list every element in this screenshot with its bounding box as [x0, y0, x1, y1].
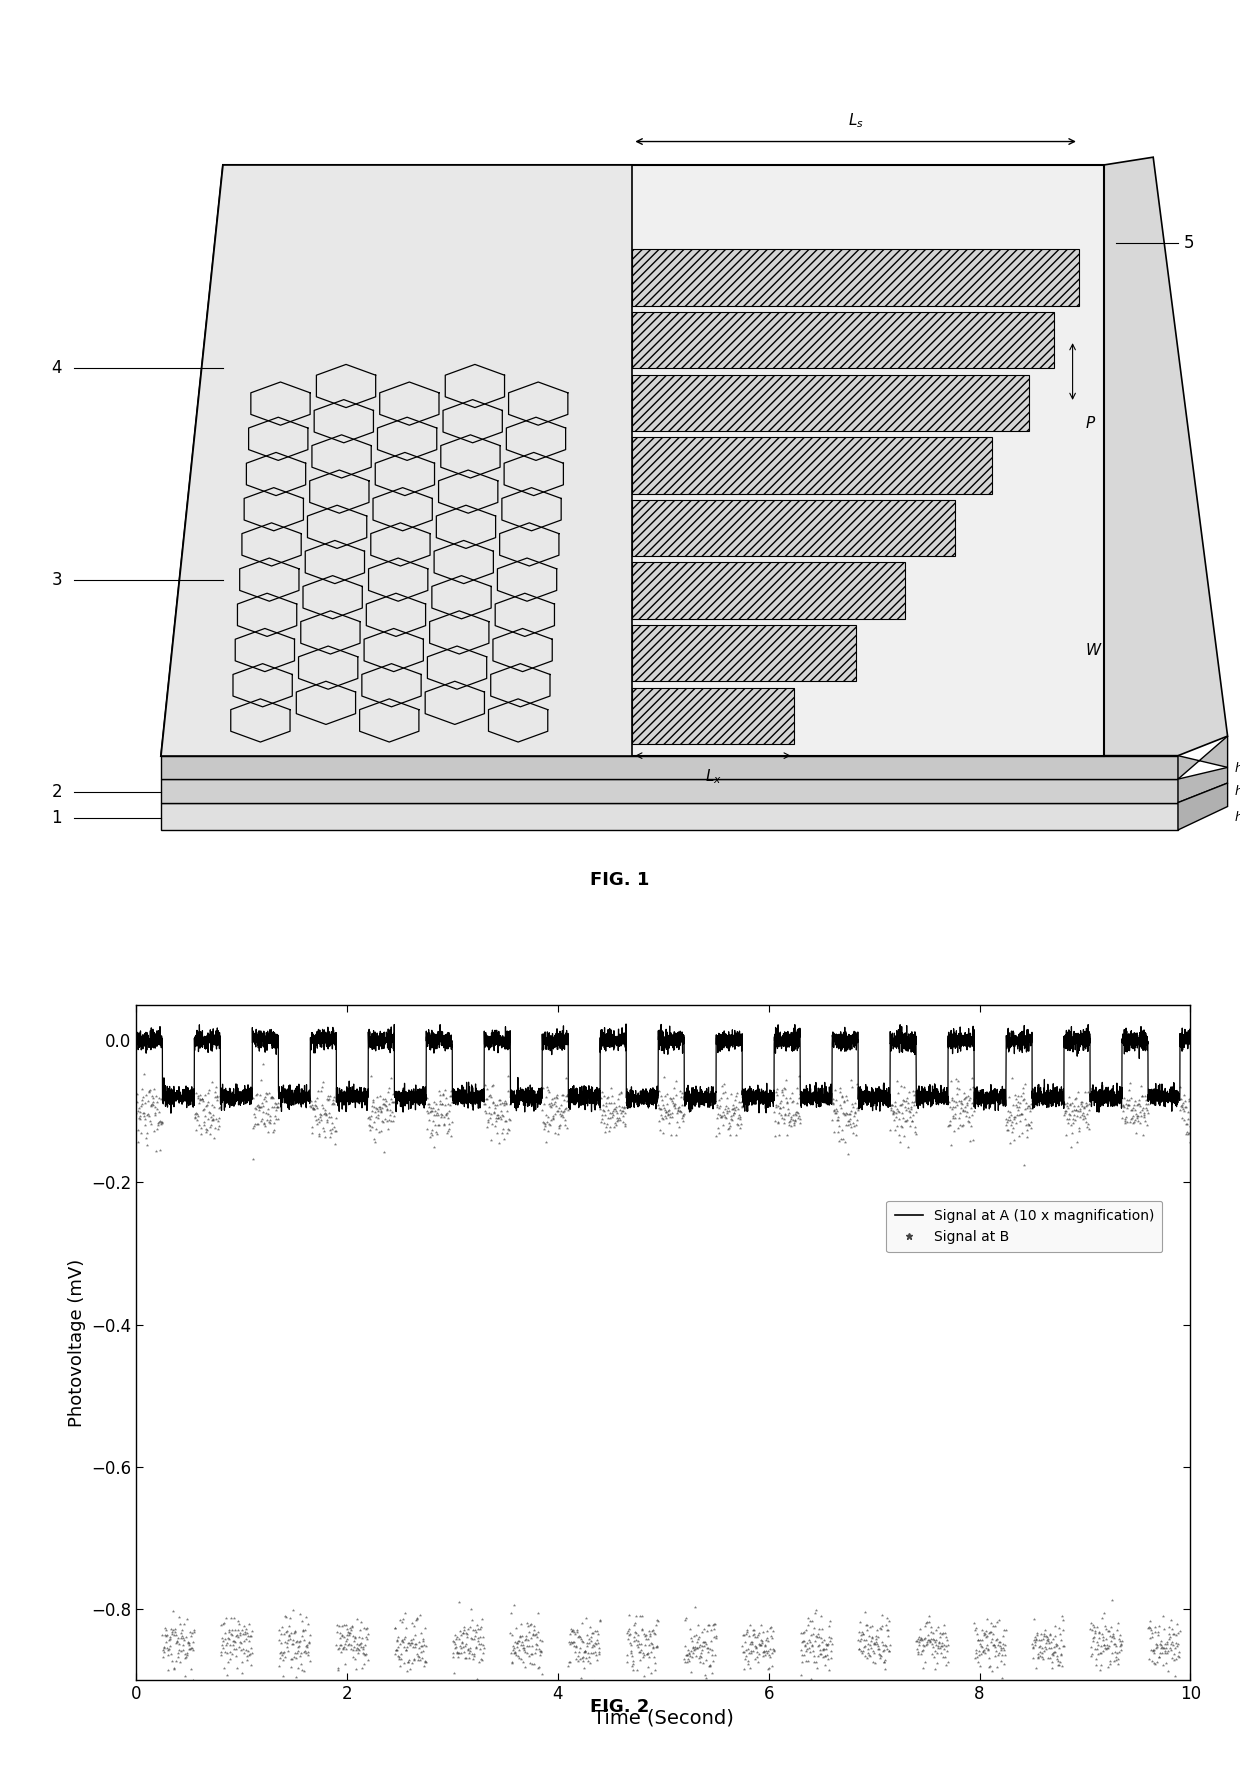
Signal at A (10 x magnification) [511, 1077, 526, 1099]
Signal at A (10 x magnification) [910, 1086, 925, 1108]
Polygon shape [1178, 768, 1228, 802]
Signal at A (10 x magnification) [164, 1102, 179, 1124]
Signal at B [1183, 1115, 1198, 1136]
Signal at A (10 x magnification) [967, 1093, 982, 1115]
Text: 4: 4 [52, 359, 62, 377]
Signal at B [314, 1109, 329, 1131]
Polygon shape [632, 437, 992, 494]
Line: Signal at B: Signal at B [135, 1063, 1192, 1687]
Polygon shape [632, 626, 856, 681]
Polygon shape [161, 756, 1178, 779]
Signal at B [170, 1630, 185, 1652]
Polygon shape [632, 375, 1029, 430]
Polygon shape [161, 165, 632, 756]
Text: 2: 2 [51, 784, 62, 802]
Signal at A (10 x magnification) [619, 1013, 634, 1035]
Polygon shape [632, 688, 794, 743]
Polygon shape [632, 313, 1054, 368]
Polygon shape [1178, 782, 1228, 830]
Text: $L_s$: $L_s$ [848, 110, 863, 130]
Signal at A (10 x magnification) [1183, 1019, 1198, 1040]
Signal at A (10 x magnification) [182, 1086, 197, 1108]
Polygon shape [161, 779, 1178, 802]
Y-axis label: Photovoltage (mV): Photovoltage (mV) [68, 1259, 86, 1426]
X-axis label: Time (Second): Time (Second) [593, 1709, 734, 1728]
Text: 5: 5 [1184, 235, 1194, 252]
Text: FIG. 2: FIG. 2 [590, 1698, 650, 1716]
Polygon shape [1178, 736, 1228, 779]
Polygon shape [632, 500, 955, 557]
Text: $h_3$: $h_3$ [1234, 761, 1240, 777]
Signal at B [867, 1632, 882, 1654]
Signal at A (10 x magnification) [799, 1081, 813, 1102]
Text: $L_x$: $L_x$ [704, 768, 722, 786]
Text: 3: 3 [51, 571, 62, 589]
Text: $h_2$: $h_2$ [1234, 784, 1240, 800]
Signal at B [1058, 1101, 1073, 1122]
Polygon shape [632, 562, 905, 619]
Signal at A (10 x magnification) [129, 1028, 144, 1049]
Text: $P$: $P$ [1085, 416, 1096, 430]
Text: 1: 1 [51, 809, 62, 827]
Polygon shape [161, 802, 1178, 830]
Text: FIG. 1: FIG. 1 [590, 871, 650, 889]
Signal at B [255, 1054, 270, 1076]
Signal at B [639, 1675, 653, 1696]
Polygon shape [632, 249, 1079, 306]
Legend: Signal at A (10 x magnification), Signal at B: Signal at A (10 x magnification), Signal… [887, 1200, 1162, 1252]
Signal at B [218, 1622, 233, 1643]
Text: $W$: $W$ [1085, 642, 1102, 658]
Line: Signal at A (10 x magnification): Signal at A (10 x magnification) [136, 1024, 1190, 1113]
Polygon shape [161, 165, 1104, 756]
Text: $h_1$: $h_1$ [1234, 811, 1240, 827]
Signal at B [229, 1623, 244, 1645]
Signal at B [129, 1102, 144, 1124]
Signal at A (10 x magnification) [753, 1081, 768, 1102]
Polygon shape [1104, 156, 1228, 756]
